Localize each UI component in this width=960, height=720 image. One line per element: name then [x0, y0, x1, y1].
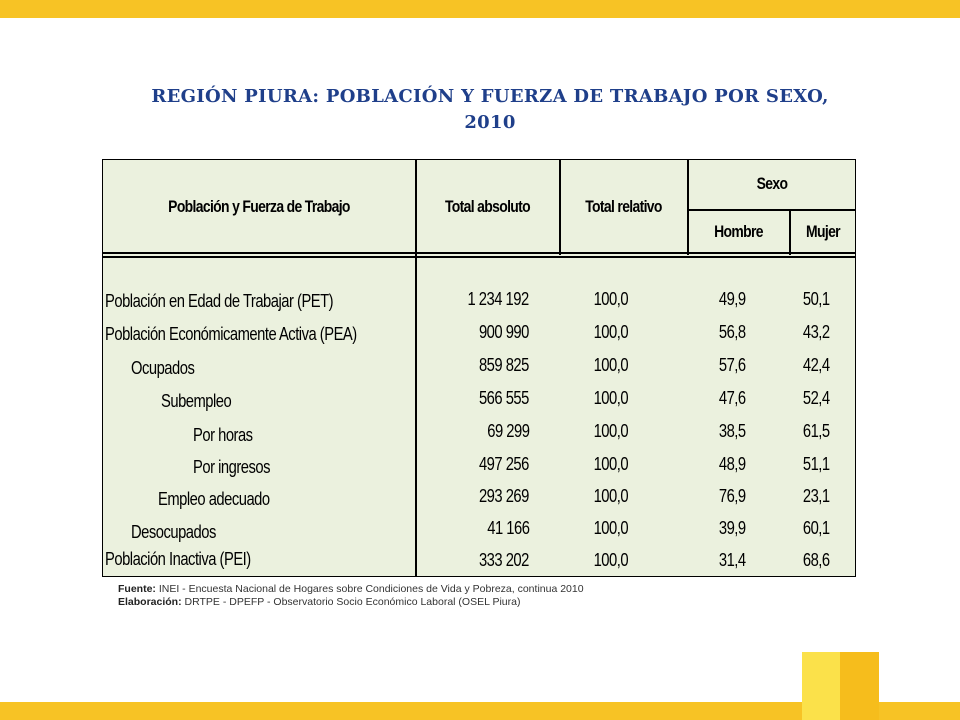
cell-pea-mujer: 43,2 [803, 322, 830, 342]
corner-accent-dark [840, 652, 879, 720]
header-mujer: Mujer [806, 222, 841, 241]
grid-hline-sexo [687, 209, 856, 211]
row-label-por-horas: Por horas [193, 425, 253, 445]
cell-pei-mujer: 68,6 [803, 550, 830, 570]
cell-por-ingresos-total-rel: 100,0 [593, 454, 629, 474]
cell-pet-mujer: 50,1 [803, 289, 830, 309]
cell-desocupados-hombre: 39,9 [719, 518, 746, 538]
cell-empleo-adecuado-hombre: 76,9 [719, 486, 746, 506]
cell-desocupados-total-rel: 100,0 [593, 518, 629, 538]
cell-por-horas-total-rel: 100,0 [593, 421, 629, 441]
corner-accent-light [802, 652, 840, 720]
source-text: INEI - Encuesta Nacional de Hogares sobr… [155, 583, 584, 595]
grid-vline-1 [415, 160, 417, 577]
row-label-por-ingresos: Por ingresos [193, 457, 270, 477]
elaboration-line: Elaboración: DRTPE - DPEFP - Observatori… [118, 596, 584, 609]
cell-empleo-adecuado-total-abs: 293 269 [479, 486, 529, 506]
cell-por-horas-total-abs: 69 299 [486, 421, 530, 441]
cell-pet-total-rel: 100,0 [593, 289, 629, 309]
cell-empleo-adecuado-mujer: 23,1 [803, 486, 830, 506]
row-label-subempleo: Subempleo [161, 391, 232, 411]
cell-empleo-adecuado-total-rel: 100,0 [593, 486, 629, 506]
cell-pea-total-rel: 100,0 [593, 322, 629, 342]
grid-hline-header-top [103, 252, 855, 254]
grid-vline-2 [559, 160, 561, 255]
cell-por-ingresos-total-abs: 497 256 [479, 454, 529, 474]
cell-ocupados-total-abs: 859 825 [479, 355, 529, 375]
cell-por-horas-hombre: 38,5 [719, 421, 746, 441]
title-line-1: REGIÓN PIURA: POBLACIÓN Y FUERZA DE TRAB… [151, 86, 829, 107]
cell-pei-total-abs: 333 202 [479, 550, 529, 570]
title-line-2: 2010 [464, 112, 516, 133]
cell-pet-total-abs: 1 234 192 [467, 289, 530, 309]
cell-desocupados-total-abs: 41 166 [486, 518, 530, 538]
grid-vline-3 [687, 160, 689, 255]
header-concept: Población y Fuerza de Trabajo [168, 197, 350, 216]
cell-subempleo-mujer: 52,4 [803, 388, 830, 408]
cell-por-ingresos-hombre: 48,9 [719, 454, 746, 474]
cell-desocupados-mujer: 60,1 [803, 518, 830, 538]
header-sexo: Sexo [756, 174, 788, 193]
cell-ocupados-total-rel: 100,0 [593, 355, 629, 375]
top-accent-bar [0, 0, 960, 18]
cell-pei-hombre: 31,4 [719, 550, 746, 570]
source-notes: Fuente: INEI - Encuesta Nacional de Hoga… [118, 583, 584, 609]
elaboration-label: Elaboración: [118, 596, 182, 608]
row-label-empleo-adecuado: Empleo adecuado [158, 489, 270, 509]
cell-pea-total-abs: 900 990 [479, 322, 529, 342]
row-label-pet: Población en Edad de Trabajar (PET) [105, 291, 334, 311]
page-title: REGIÓN PIURA: POBLACIÓN Y FUERZA DE TRAB… [60, 84, 920, 136]
grid-vline-4 [789, 210, 791, 255]
cell-subempleo-total-rel: 100,0 [593, 388, 629, 408]
cell-pea-hombre: 56,8 [719, 322, 746, 342]
cell-subempleo-hombre: 47,6 [719, 388, 746, 408]
row-label-desocupados: Desocupados [131, 522, 216, 542]
source-label: Fuente: [118, 583, 156, 595]
cell-por-horas-mujer: 61,5 [803, 421, 830, 441]
cell-subempleo-total-abs: 566 555 [479, 388, 529, 408]
grid-hline-header-bottom [103, 256, 855, 258]
header-hombre: Hombre [714, 222, 763, 241]
source-line: Fuente: INEI - Encuesta Nacional de Hoga… [118, 583, 584, 596]
cell-pei-total-rel: 100,0 [593, 550, 629, 570]
header-total-absoluto: Total absoluto [444, 197, 531, 216]
cell-por-ingresos-mujer: 51,1 [803, 454, 830, 474]
cell-pet-hombre: 49,9 [719, 289, 746, 309]
data-table: Población y Fuerza de Trabajo Total abso… [102, 159, 856, 577]
elaboration-text: DRTPE - DPEFP - Observatorio Socio Econó… [181, 596, 521, 608]
bottom-accent-bar [0, 702, 960, 720]
cell-ocupados-mujer: 42,4 [803, 355, 830, 375]
row-label-pea: Población Económicamente Activa (PEA) [105, 324, 357, 344]
row-label-pei: Población Inactiva (PEI) [105, 549, 251, 569]
row-label-ocupados: Ocupados [131, 358, 195, 378]
header-total-relativo: Total relativo [585, 197, 662, 216]
cell-ocupados-hombre: 57,6 [719, 355, 746, 375]
